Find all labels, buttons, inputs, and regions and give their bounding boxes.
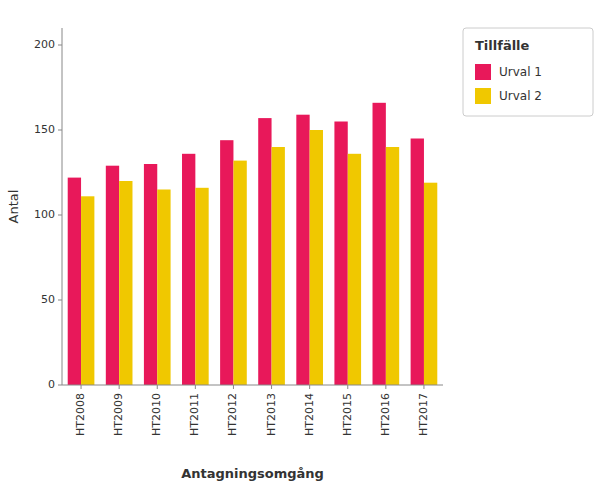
bar xyxy=(424,183,437,385)
y-tick xyxy=(58,45,62,46)
y-tick-label: 200 xyxy=(34,38,55,51)
legend-title: Tillfälle xyxy=(475,38,530,53)
legend-swatch xyxy=(475,64,491,80)
x-tick-label: HT2008 xyxy=(74,393,87,436)
x-tick xyxy=(119,385,120,389)
x-tick-label: HT2009 xyxy=(112,393,125,436)
x-tick-label: HT2017 xyxy=(417,393,430,436)
x-tick-label: HT2016 xyxy=(379,393,392,436)
bar xyxy=(119,181,132,385)
x-tick-label: HT2014 xyxy=(303,393,316,436)
x-tick-label: HT2010 xyxy=(150,393,163,436)
x-tick xyxy=(385,385,386,389)
y-axis-line xyxy=(62,28,63,385)
x-tick-label: HT2015 xyxy=(341,393,354,436)
bar xyxy=(272,147,285,385)
x-tick xyxy=(157,385,158,389)
x-tick xyxy=(309,385,310,389)
bar xyxy=(81,196,94,385)
bar xyxy=(373,103,386,385)
bar xyxy=(157,190,170,386)
bar xyxy=(348,154,361,385)
legend-label: Urval 1 xyxy=(499,65,542,79)
y-tick-label: 0 xyxy=(48,378,55,391)
x-tick-label: HT2013 xyxy=(265,393,278,436)
y-tick xyxy=(58,215,62,216)
bar xyxy=(258,118,271,385)
x-tick xyxy=(233,385,234,389)
x-tick xyxy=(271,385,272,389)
bar xyxy=(334,122,347,386)
y-tick-label: 150 xyxy=(34,123,55,136)
x-tick xyxy=(423,385,424,389)
bar xyxy=(68,178,81,385)
bar xyxy=(106,166,119,385)
x-tick-label: HT2011 xyxy=(188,393,201,436)
x-tick xyxy=(195,385,196,389)
bar xyxy=(310,130,323,385)
bar xyxy=(220,140,233,385)
x-tick-label: HT2012 xyxy=(226,393,239,436)
bar xyxy=(386,147,399,385)
y-tick xyxy=(58,385,62,386)
legend-frame xyxy=(463,28,593,116)
axes: 0 50 100 150 200 HT2008 HT2009 HT2010 HT2011 HT20… xyxy=(34,28,443,436)
chart-container: 0 50 100 150 200 HT2008 HT2009 HT2010 HT2011 HT20… xyxy=(0,0,613,500)
chart-svg: 0 50 100 150 200 HT2008 HT2009 HT2010 HT2011 HT20… xyxy=(0,0,613,500)
legend: Tillfälle Urval 1 Urval 2 xyxy=(463,28,593,116)
y-tick-label: 100 xyxy=(34,208,55,221)
y-axis-label: Antal xyxy=(6,190,21,224)
y-tick xyxy=(58,130,62,131)
bar xyxy=(195,188,208,385)
y-tick-label: 50 xyxy=(41,293,55,306)
bar xyxy=(144,164,157,385)
legend-swatch xyxy=(475,88,491,104)
bar xyxy=(182,154,195,385)
bar xyxy=(233,161,246,385)
legend-label: Urval 2 xyxy=(499,89,542,103)
x-tick xyxy=(81,385,82,389)
y-tick xyxy=(58,300,62,301)
bar xyxy=(296,115,309,385)
x-axis-label: Antagningsomgång xyxy=(181,466,324,481)
bar xyxy=(411,139,424,386)
bars xyxy=(68,103,438,385)
x-tick xyxy=(347,385,348,389)
